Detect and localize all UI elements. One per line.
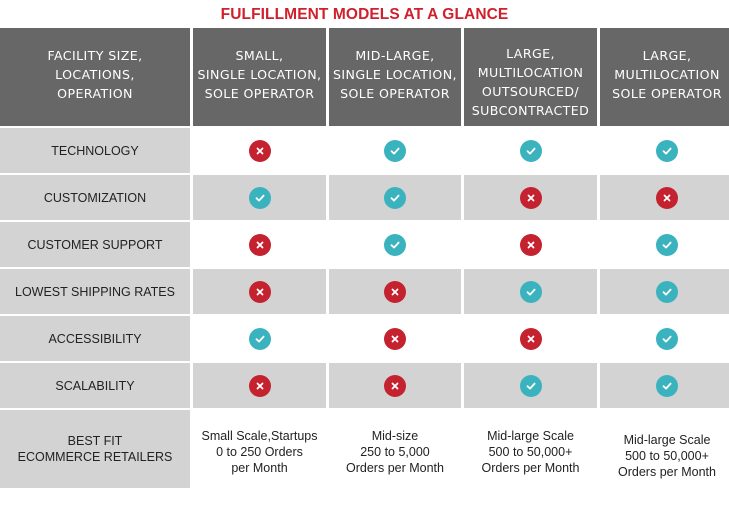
cross-icon: [248, 233, 271, 256]
table-cell: [193, 316, 326, 363]
table-cell: [329, 128, 461, 175]
table-cell: [329, 316, 461, 363]
table-cell: [464, 316, 597, 363]
page-title: FULFILLMENT MODELS AT A GLANCE: [220, 6, 509, 23]
check-icon: [656, 280, 678, 303]
best-fit-cell: Small Scale,Startups 0 to 250 Orders per…: [193, 410, 326, 490]
header-large-sole-label: LARGE, MULTILOCATION SOLE OPERATOR: [612, 48, 722, 101]
best-fit-text: Small Scale,Startups 0 to 250 Orders per…: [201, 429, 318, 475]
header-small: SMALL, SINGLE LOCATION, SOLE OPERATOR: [193, 28, 326, 128]
header-large-outsourced-label: LARGE, MULTILOCATION OUTSOURCED/ SUBCONT…: [471, 46, 590, 118]
table-cell: [600, 316, 729, 363]
cross-icon: [656, 186, 678, 209]
header-mid-large: MID-LARGE, SINGLE LOCATION, SOLE OPERATO…: [329, 28, 461, 128]
row-label-text: CUSTOMER SUPPORT: [27, 237, 163, 252]
header-mid-large-label: MID-LARGE, SINGLE LOCATION, SOLE OPERATO…: [333, 48, 457, 101]
table-cell: [600, 128, 729, 175]
cross-icon: [519, 327, 542, 350]
row-label-technology: TECHNOLOGY: [0, 128, 190, 175]
header-large-outsourced: LARGE, MULTILOCATION OUTSOURCED/ SUBCONT…: [464, 28, 597, 128]
row-label-text: ACCESSIBILITY: [48, 331, 142, 346]
check-icon: [519, 139, 542, 162]
row-label-lowest-shipping-rates: LOWEST SHIPPING RATES: [0, 269, 190, 316]
check-icon: [656, 327, 678, 350]
best-fit-text: Mid-large Scale 500 to 50,000+ Orders pe…: [618, 433, 716, 479]
cross-icon: [384, 327, 406, 350]
check-icon: [656, 374, 678, 397]
table-cell: [464, 222, 597, 269]
check-icon: [248, 186, 271, 209]
table-cell: [329, 175, 461, 222]
table-cell: [464, 363, 597, 410]
check-icon: [384, 186, 406, 209]
row-label-text: LOWEST SHIPPING RATES: [15, 284, 175, 299]
header-small-label: SMALL, SINGLE LOCATION, SOLE OPERATOR: [197, 48, 322, 101]
table-cell: [329, 363, 461, 410]
best-fit-cell: Mid-size 250 to 5,000 Orders per Month: [329, 410, 461, 490]
table-cell: [464, 175, 597, 222]
row-label-text: CUSTOMIZATION: [43, 190, 147, 205]
check-icon: [248, 327, 271, 350]
table-cell: [329, 269, 461, 316]
check-icon: [519, 280, 542, 303]
table-cell: [329, 222, 461, 269]
check-icon: [384, 233, 406, 256]
table-cell: [600, 222, 729, 269]
table-cell: [600, 363, 729, 410]
row-label-text: TECHNOLOGY: [51, 143, 139, 158]
cross-icon: [384, 374, 406, 397]
row-label-customization: CUSTOMIZATION: [0, 175, 190, 222]
row-label-customer-support: CUSTOMER SUPPORT: [0, 222, 190, 269]
cross-icon: [248, 374, 271, 397]
header-criteria: FACILITY SIZE, LOCATIONS, OPERATION: [0, 28, 190, 128]
comparison-table: FACILITY SIZE, LOCATIONS, OPERATION SMAL…: [0, 28, 729, 490]
cross-icon: [519, 186, 542, 209]
header-large-sole: LARGE, MULTILOCATION SOLE OPERATOR: [600, 28, 729, 128]
row-label-text: SCALABILITY: [55, 378, 135, 393]
best-fit-text: Mid-size 250 to 5,000 Orders per Month: [346, 429, 444, 475]
check-icon: [384, 139, 406, 162]
check-icon: [519, 374, 542, 397]
table-cell: [193, 222, 326, 269]
table-cell: [193, 128, 326, 175]
cross-icon: [248, 280, 271, 303]
row-label-best-fit: BEST FIT ECOMMERCE RETAILERS: [0, 410, 190, 490]
table-cell: [600, 175, 729, 222]
best-fit-text: Mid-large Scale 500 to 50,000+ Orders pe…: [481, 429, 580, 475]
table-cell: [600, 269, 729, 316]
best-fit-cell: Mid-large Scale 500 to 50,000+ Orders pe…: [600, 410, 729, 490]
row-label-text: BEST FIT ECOMMERCE RETAILERS: [17, 434, 173, 464]
cross-icon: [248, 139, 271, 162]
table-cell: [193, 363, 326, 410]
cross-icon: [384, 280, 406, 303]
header-criteria-label: FACILITY SIZE, LOCATIONS, OPERATION: [47, 48, 143, 101]
table-cell: [464, 269, 597, 316]
table-cell: [193, 269, 326, 316]
cross-icon: [519, 233, 542, 256]
check-icon: [656, 139, 678, 162]
row-label-accessibility: ACCESSIBILITY: [0, 316, 190, 363]
row-label-scalability: SCALABILITY: [0, 363, 190, 410]
check-icon: [656, 233, 678, 256]
table-cell: [193, 175, 326, 222]
best-fit-cell: Mid-large Scale 500 to 50,000+ Orders pe…: [464, 410, 597, 490]
table-cell: [464, 128, 597, 175]
